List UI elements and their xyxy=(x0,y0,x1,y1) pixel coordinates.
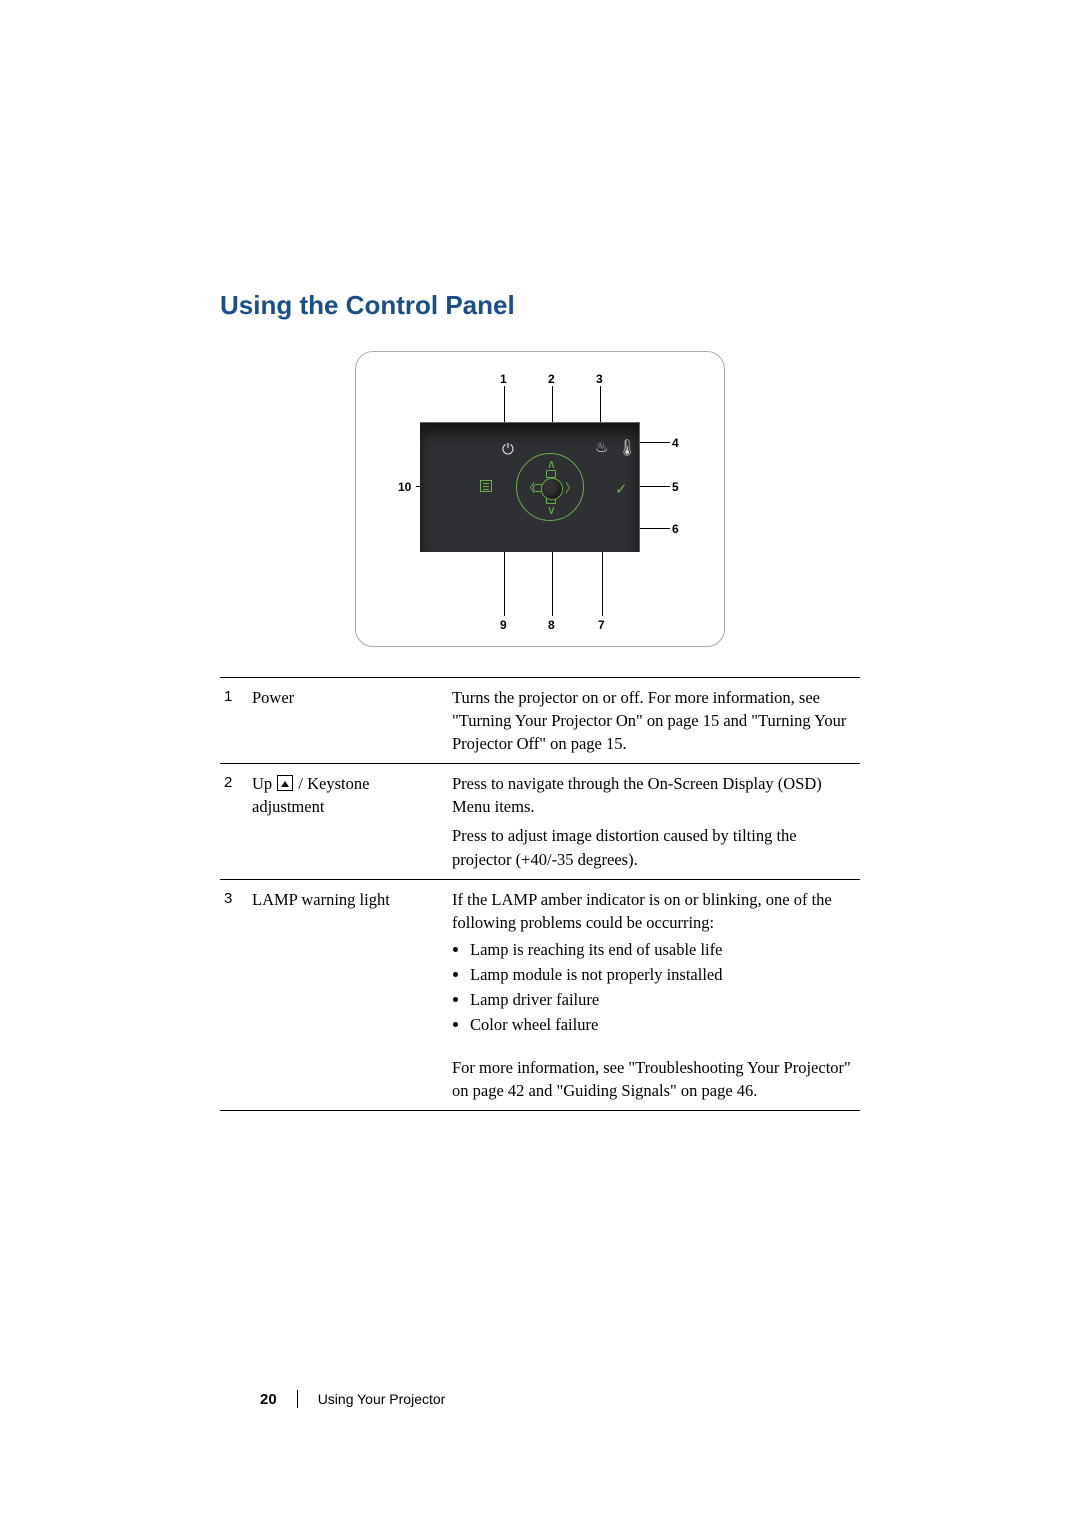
controls-table: 1 Power Turns the projector on or off. F… xyxy=(220,677,860,1111)
table-row: 1 Power Turns the projector on or off. F… xyxy=(220,678,860,764)
row-number: 1 xyxy=(220,678,248,764)
callout-10: 10 xyxy=(398,480,411,494)
power-icon: ⏻ xyxy=(502,443,514,458)
bullet-list: Lamp is reaching its end of usable life … xyxy=(452,938,856,1036)
row-number: 2 xyxy=(220,764,248,879)
list-item: Lamp driver failure xyxy=(470,988,856,1011)
source-icon xyxy=(533,484,543,492)
callout-9: 9 xyxy=(500,618,507,632)
dpad-ring: ∧ ∨ 〈 〉 xyxy=(516,453,584,521)
list-item: Color wheel failure xyxy=(470,1013,856,1036)
list-item: Lamp is reaching its end of usable life xyxy=(470,938,856,961)
page-footer: 20 Using Your Projector xyxy=(260,1390,445,1408)
control-panel-figure: 1 2 3 4 5 6 7 8 9 10 ⏻ ♨ 🌡 ✓ xyxy=(355,351,725,647)
page: Using the Control Panel 1 2 3 4 5 6 7 8 … xyxy=(0,0,1080,1528)
table-row: For more information, see "Troubleshooti… xyxy=(220,1048,860,1111)
enter-icon: ✓ xyxy=(615,483,628,498)
label-pre: Up xyxy=(252,774,276,793)
row-label: Up / Keystone adjustment xyxy=(248,764,448,879)
callout-6: 6 xyxy=(672,522,679,536)
row-label: Power xyxy=(248,678,448,764)
arrow-up-icon: ∧ xyxy=(547,458,556,470)
table-row: 2 Up / Keystone adjustment Press to navi… xyxy=(220,764,860,879)
row-desc: If the LAMP amber indicator is on or bli… xyxy=(448,879,860,1048)
desc-text: Press to navigate through the On-Screen … xyxy=(452,772,856,818)
footer-separator xyxy=(297,1390,298,1408)
callout-1: 1 xyxy=(500,372,507,386)
desc-text: If the LAMP amber indicator is on or bli… xyxy=(452,888,856,934)
menu-icon xyxy=(480,480,492,492)
callout-8: 8 xyxy=(548,618,555,632)
footer-section: Using Your Projector xyxy=(318,1391,446,1407)
list-item: Lamp module is not properly installed xyxy=(470,963,856,986)
desc-text-2: Press to adjust image distortion caused … xyxy=(452,824,856,870)
page-number: 20 xyxy=(260,1391,277,1408)
row-desc: For more information, see "Troubleshooti… xyxy=(448,1048,860,1111)
callout-2: 2 xyxy=(548,372,555,386)
callout-5: 5 xyxy=(672,480,679,494)
lamp-icon: ♨ xyxy=(595,441,608,456)
control-panel-box: ⏻ ♨ 🌡 ✓ ∧ ∨ 〈 〉 xyxy=(420,422,640,552)
callout-3: 3 xyxy=(596,372,603,386)
callout-7: 7 xyxy=(598,618,605,632)
row-label: LAMP warning light xyxy=(248,879,448,1048)
row-number: 3 xyxy=(220,879,248,1048)
keystone-down-icon xyxy=(546,496,556,504)
up-key-icon xyxy=(277,775,293,791)
figure-inner: 1 2 3 4 5 6 7 8 9 10 ⏻ ♨ 🌡 ✓ xyxy=(370,372,710,632)
lead-line-9 xyxy=(504,544,505,616)
temp-icon: 🌡 xyxy=(617,441,637,457)
row-number-empty xyxy=(220,1048,248,1111)
arrow-down-icon: ∨ xyxy=(547,504,556,516)
keystone-up-icon xyxy=(546,470,556,478)
callout-4: 4 xyxy=(672,436,679,450)
row-label-empty xyxy=(248,1048,448,1111)
row-desc: Press to navigate through the On-Screen … xyxy=(448,764,860,879)
section-heading: Using the Control Panel xyxy=(220,290,860,321)
table-row: 3 LAMP warning light If the LAMP amber i… xyxy=(220,879,860,1048)
row-desc: Turns the projector on or off. For more … xyxy=(448,678,860,764)
arrow-right-icon: 〉 xyxy=(565,482,577,494)
